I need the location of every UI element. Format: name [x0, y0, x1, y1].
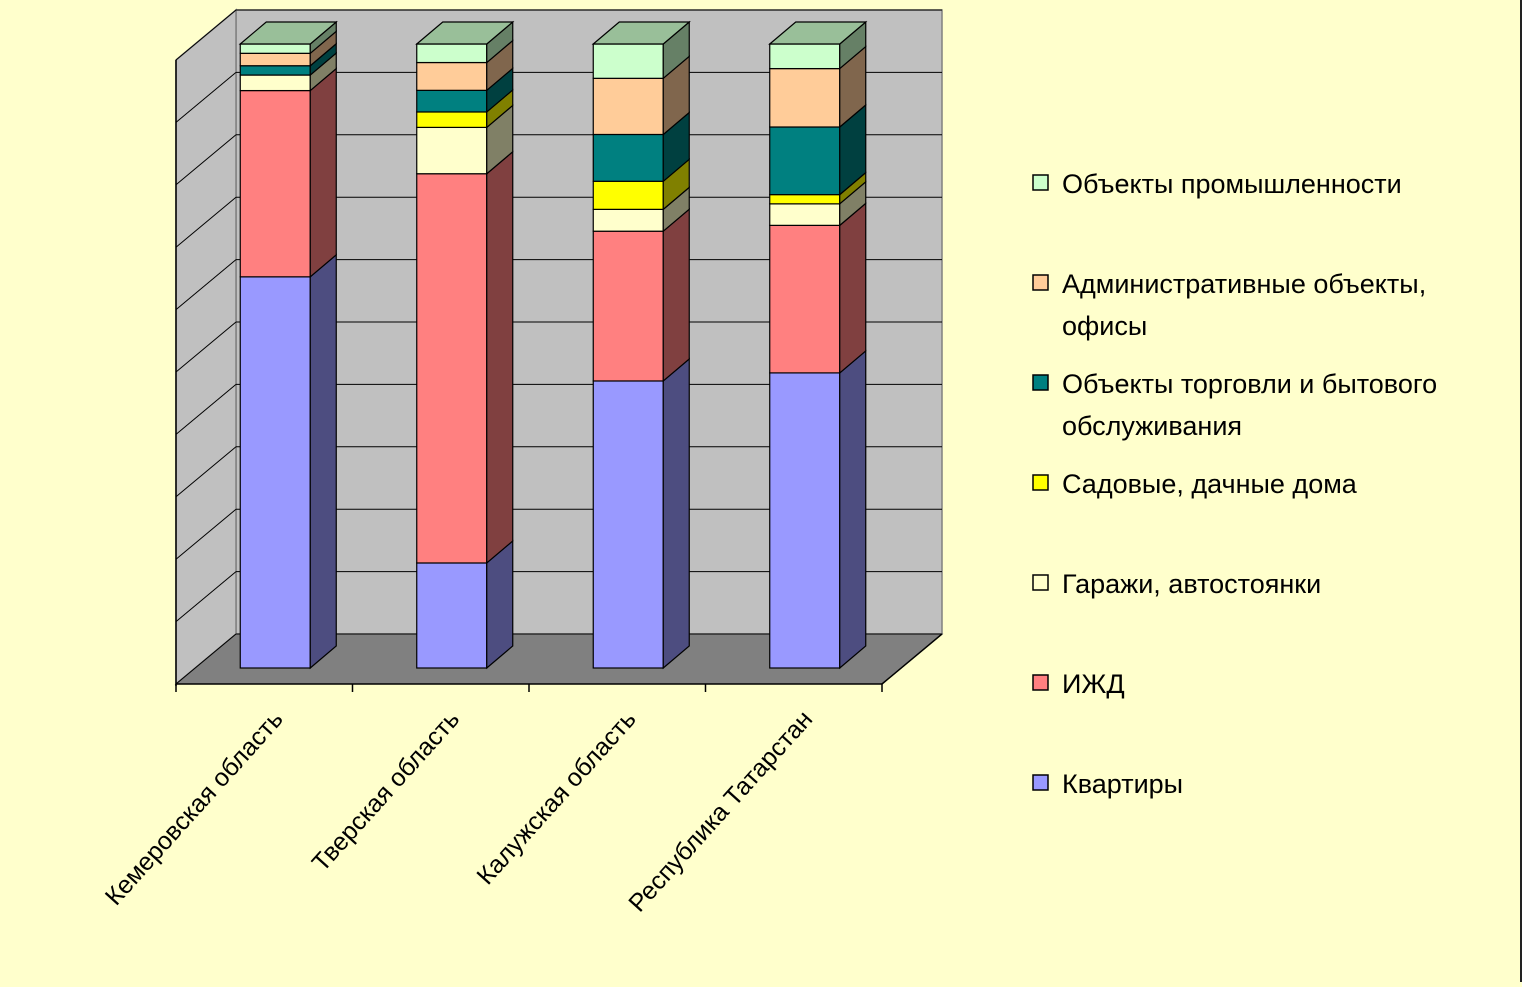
gridline	[175, 134, 237, 186]
legend-swatch	[1032, 574, 1049, 591]
bar-segment-side	[839, 202, 867, 375]
bar-segment-side	[309, 67, 337, 279]
legend-label: обслуживания	[1062, 411, 1242, 441]
gridline	[175, 196, 237, 248]
bar-segment	[239, 65, 311, 76]
gridline	[175, 633, 237, 685]
bar-segment	[592, 77, 664, 136]
bar-segment	[769, 126, 841, 196]
bar-segment	[592, 380, 664, 669]
bar-top-face	[591, 21, 691, 45]
bar-segment	[239, 52, 311, 67]
gridline	[175, 384, 237, 435]
bar-segment	[416, 43, 488, 64]
frame-border	[1520, 0, 1522, 982]
bar-segment-side	[486, 150, 514, 565]
bar-segment	[592, 180, 664, 210]
gridline	[175, 72, 237, 123]
bar-segment-side	[662, 357, 690, 670]
bar-segment	[416, 89, 488, 113]
bar-segment	[769, 43, 841, 70]
category-label: Тверская область	[307, 705, 466, 877]
legend-label: ИЖД	[1062, 669, 1125, 699]
legend-swatch	[1032, 474, 1049, 491]
category-label: Республика Татарстан	[623, 705, 818, 917]
bar-segment	[592, 208, 664, 232]
bar-segment	[769, 372, 841, 669]
bar-top-face	[238, 21, 338, 45]
bar-segment	[592, 43, 664, 79]
legend-swatch	[1032, 174, 1049, 191]
legend-label: офисы	[1062, 311, 1147, 341]
gridline	[175, 259, 237, 310]
bar-segment	[769, 194, 841, 205]
bar-segment	[592, 230, 664, 382]
bar-segment	[239, 43, 311, 54]
bar-segment	[769, 224, 841, 374]
bar-segment	[416, 126, 488, 175]
legend-label: Объекты торговли и бытового	[1062, 369, 1437, 399]
bar-segment	[239, 74, 311, 92]
bar-segment	[239, 89, 311, 278]
bar-segment	[416, 173, 488, 564]
bar-segment	[416, 61, 488, 91]
bar-segment	[592, 133, 664, 182]
bar-segment	[769, 67, 841, 128]
gridline	[175, 9, 237, 61]
bar-segment	[769, 203, 841, 226]
bar-segment	[239, 276, 311, 669]
bar-segment-side	[662, 207, 690, 383]
floor-edge	[881, 633, 943, 685]
bar-segment-side	[839, 349, 867, 670]
bar-top-face	[415, 21, 515, 45]
legend-swatch	[1032, 274, 1049, 291]
bar-top-face	[768, 21, 868, 45]
legend-label: Гаражи, автостоянки	[1062, 569, 1321, 599]
gridline	[175, 508, 237, 560]
legend-swatch	[1032, 674, 1049, 691]
bar-segment-side	[309, 253, 337, 670]
legend-swatch	[1032, 774, 1049, 791]
category-label: Кемеровская область	[100, 705, 289, 910]
legend-label: Административные объекты,	[1062, 269, 1426, 299]
bar-segment	[416, 111, 488, 129]
category-label: Калужская область	[471, 705, 641, 890]
legend-label: Объекты промышленности	[1062, 169, 1402, 199]
legend-label: Садовые, дачные дома	[1062, 469, 1358, 499]
gridline	[175, 446, 237, 498]
gridline	[175, 321, 237, 373]
legend-swatch	[1032, 374, 1049, 391]
legend-label: Квартиры	[1062, 769, 1183, 799]
bar-segment	[416, 562, 488, 669]
gridline	[175, 571, 237, 622]
